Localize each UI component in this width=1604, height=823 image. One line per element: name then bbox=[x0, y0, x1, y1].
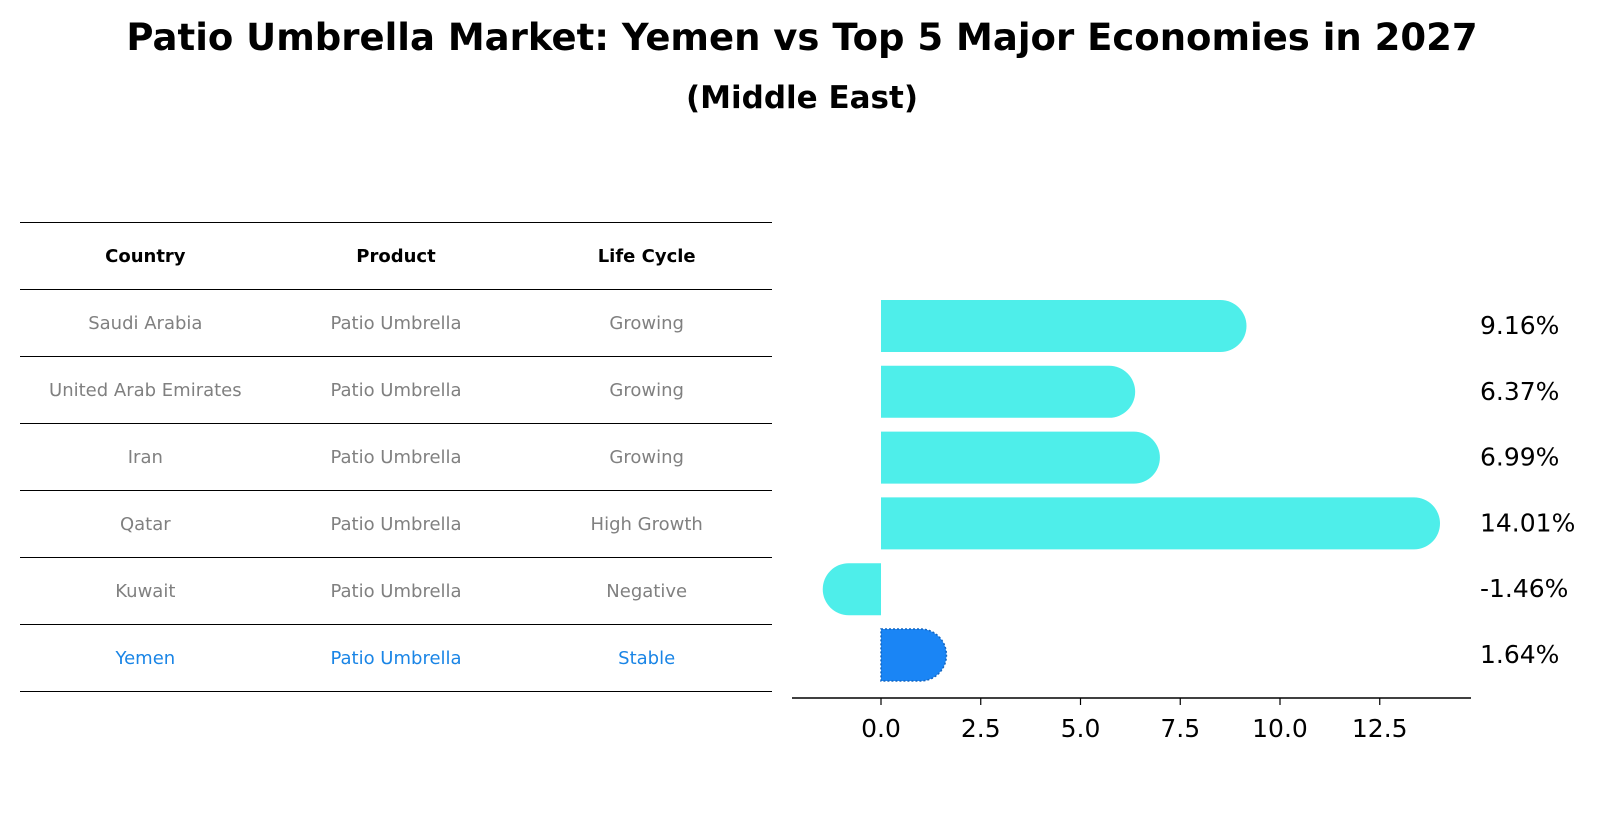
table-row: Saudi Arabia Patio Umbrella Growing bbox=[20, 290, 772, 357]
table-row: United Arab Emirates Patio Umbrella Grow… bbox=[20, 357, 772, 424]
chart-title: Patio Umbrella Market: Yemen vs Top 5 Ma… bbox=[126, 16, 1478, 59]
x-tick-label: 2.5 bbox=[961, 714, 1001, 743]
cell-product: Patio Umbrella bbox=[330, 446, 462, 468]
x-tick-label: 0.0 bbox=[861, 714, 901, 743]
data-label: 1.64% bbox=[1480, 640, 1559, 669]
bar bbox=[881, 365, 1136, 418]
table-row: Iran Patio Umbrella Growing bbox=[20, 424, 772, 491]
bar bbox=[822, 563, 881, 616]
data-label: 14.01% bbox=[1480, 508, 1575, 537]
cell-country: Kuwait bbox=[115, 580, 176, 602]
data-label: -1.46% bbox=[1480, 574, 1568, 603]
table-header-row: Country Product Life Cycle bbox=[20, 222, 772, 290]
bar bbox=[881, 497, 1440, 550]
cell-life-cycle: Growing bbox=[609, 446, 684, 468]
table-row-highlight: Yemen Patio Umbrella Stable bbox=[20, 625, 772, 692]
table-row: Kuwait Patio Umbrella Negative bbox=[20, 558, 772, 625]
cell-country: Yemen bbox=[115, 647, 176, 669]
cell-product: Patio Umbrella bbox=[330, 647, 462, 669]
chart-subtitle: (Middle East) bbox=[685, 80, 918, 116]
header-life-cycle: Life Cycle bbox=[597, 245, 696, 267]
bar-highlight bbox=[880, 628, 948, 682]
cell-product: Patio Umbrella bbox=[330, 513, 462, 535]
x-tick-label: 10.0 bbox=[1252, 714, 1308, 743]
data-label: 9.16% bbox=[1480, 311, 1559, 340]
cell-life-cycle: Growing bbox=[609, 379, 684, 401]
cell-life-cycle: Stable bbox=[618, 647, 676, 669]
table-row: Qatar Patio Umbrella High Growth bbox=[20, 491, 772, 558]
data-table: Country Product Life Cycle Saudi Arabia … bbox=[20, 222, 772, 692]
x-tick-label: 5.0 bbox=[1061, 714, 1101, 743]
x-tick-label: 7.5 bbox=[1160, 714, 1200, 743]
data-label: 6.37% bbox=[1480, 377, 1559, 406]
bar bbox=[881, 300, 1247, 352]
cell-life-cycle: Growing bbox=[609, 312, 684, 334]
cell-life-cycle: High Growth bbox=[590, 513, 703, 535]
header-product: Product bbox=[356, 245, 436, 267]
cell-country: Iran bbox=[127, 446, 163, 468]
bar bbox=[881, 431, 1160, 484]
cell-product: Patio Umbrella bbox=[330, 312, 462, 334]
cell-country: Qatar bbox=[119, 513, 171, 535]
cell-country: United Arab Emirates bbox=[49, 379, 242, 401]
cell-product: Patio Umbrella bbox=[330, 379, 462, 401]
header-country: Country bbox=[105, 245, 186, 267]
cell-country: Saudi Arabia bbox=[88, 312, 203, 334]
cell-product: Patio Umbrella bbox=[330, 580, 462, 602]
data-label: 6.99% bbox=[1480, 443, 1559, 472]
x-tick-label: 12.5 bbox=[1352, 714, 1408, 743]
cell-life-cycle: Negative bbox=[606, 580, 688, 602]
